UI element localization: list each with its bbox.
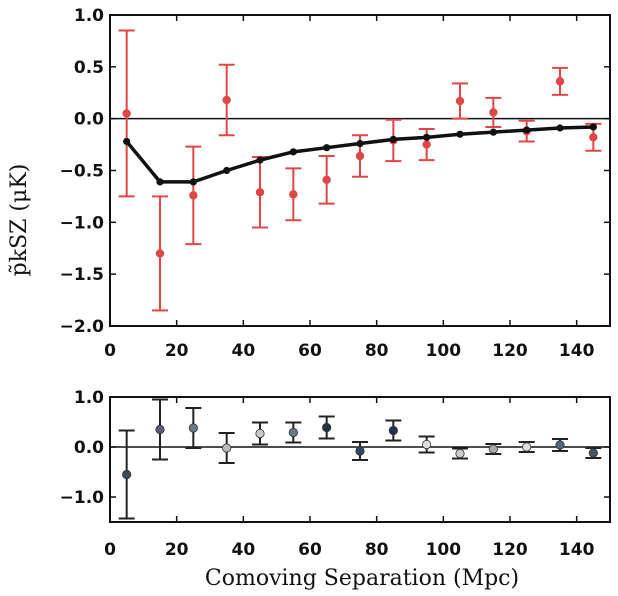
y-tick-label: −1.0	[60, 488, 105, 508]
model-point	[356, 139, 364, 148]
x-tick-label: 120	[492, 540, 528, 560]
y-tick-label: −1.5	[60, 265, 104, 285]
data-point	[222, 95, 231, 105]
x-tick-label: 100	[426, 540, 462, 560]
data-point	[255, 428, 265, 439]
y-tick-label: −0.5	[60, 162, 104, 182]
data-point	[422, 439, 432, 450]
model-point	[256, 156, 264, 164]
x-tick-label: 60	[298, 341, 322, 361]
data-point	[155, 424, 165, 435]
x-tick-label: 80	[365, 540, 389, 560]
data-point	[455, 96, 465, 106]
model-point	[589, 123, 597, 131]
data-point	[255, 188, 265, 197]
data-point	[355, 446, 365, 456]
data-point	[288, 427, 298, 438]
data-point	[189, 191, 198, 200]
y-tick-label: 0.5	[74, 58, 104, 78]
bottom-panel: 0 20 40 60 80 100 120 140 1.0 0.0 −1.0	[60, 388, 611, 560]
model-point	[456, 130, 464, 138]
model-point	[489, 128, 497, 136]
y-axis-label: p̃kSZ (μK)	[7, 164, 32, 277]
top-panel: 0 20 40 60 80 100 120 140 1.0 0.5 0.0 −0.5 −1.0 −1.5 −…	[60, 6, 611, 361]
x-tick-label: 140	[559, 540, 595, 560]
data-point	[588, 448, 598, 458]
data-point	[388, 425, 398, 436]
x-tick-label: 60	[298, 540, 322, 560]
x-axis-label: Comoving Separation (Mpc)	[205, 566, 519, 591]
model-point	[556, 124, 564, 132]
x-tick-label: 20	[165, 540, 189, 560]
data-point	[555, 440, 565, 450]
x-tick-label: 40	[231, 341, 255, 361]
data-point	[422, 140, 431, 149]
model-point	[323, 144, 331, 152]
data-point	[222, 443, 232, 453]
x-tick-label: 0	[104, 540, 116, 560]
y-tick-label: 0.0	[74, 110, 104, 130]
data-point	[522, 442, 532, 452]
data-point	[289, 190, 298, 199]
y-tick-label: −2.0	[60, 317, 105, 337]
data-point	[322, 422, 332, 433]
data-point	[355, 151, 365, 161]
model-point	[223, 166, 231, 175]
y-tick-label: −1.0	[60, 213, 105, 233]
plot-frame	[109, 396, 611, 523]
data-point	[122, 469, 132, 480]
y-tick-label: 1.0	[74, 6, 104, 26]
x-tick-label: 40	[231, 540, 255, 560]
data-point	[455, 448, 465, 459]
y-tick-label: 0.0	[74, 438, 104, 458]
model-point	[523, 126, 531, 134]
x-tick-label: 100	[426, 341, 462, 361]
data-point	[188, 423, 198, 433]
data-point	[555, 77, 565, 86]
x-tick-label: 20	[165, 341, 189, 361]
data-point	[322, 175, 331, 185]
model-point	[156, 178, 164, 186]
x-tick-label: 120	[492, 341, 528, 361]
data-point	[489, 108, 498, 117]
data-point	[155, 249, 165, 258]
data-point	[589, 133, 598, 142]
x-tick-label: 0	[104, 341, 116, 361]
model-point	[289, 148, 297, 156]
model-point	[123, 137, 131, 146]
x-tick-label: 80	[365, 341, 389, 361]
data-point	[488, 444, 498, 454]
model-point	[189, 178, 197, 186]
model-point	[423, 133, 431, 141]
x-tick-label: 140	[559, 341, 595, 361]
y-tick-label: 1.0	[74, 388, 104, 408]
data-point	[122, 109, 131, 118]
model-point	[389, 135, 397, 143]
